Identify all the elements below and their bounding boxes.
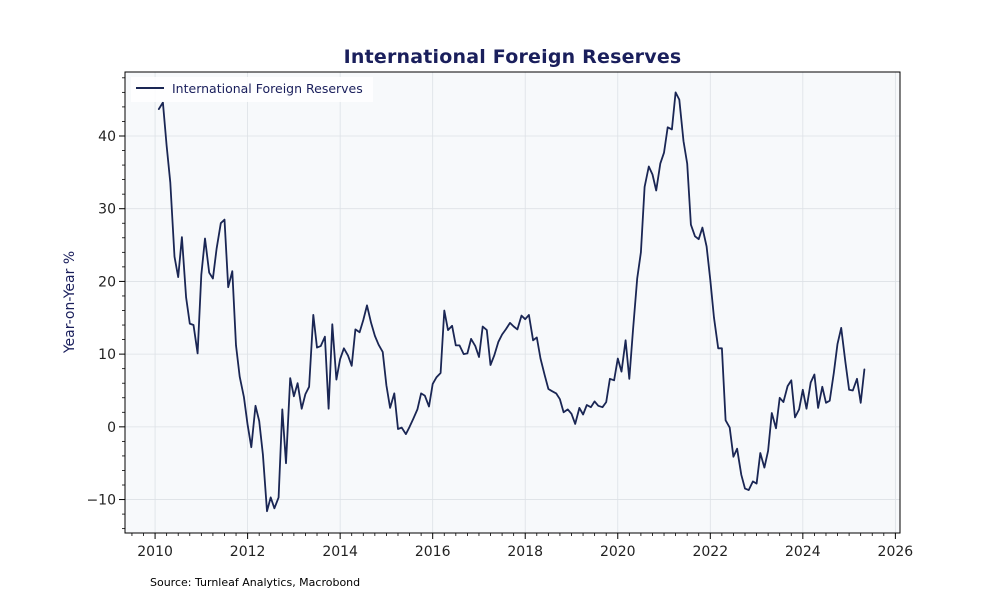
plot-frame [124, 71, 901, 534]
y-axis-label: Year-on-Year % [62, 251, 78, 354]
x-tick-label: 2020 [600, 544, 636, 560]
x-tick-label: 2026 [878, 544, 914, 560]
chart-title: International Foreign Reserves [343, 46, 682, 68]
x-tick-label: 2022 [692, 544, 728, 560]
x-tick-label: 2012 [230, 544, 266, 560]
y-tick-label: 40 [98, 129, 116, 145]
y-tick-label: 0 [107, 420, 116, 436]
x-tick-label: 2010 [137, 544, 173, 560]
x-axis: 2010 2012 2014 2016 2018 2020 2022 2024 2026 [131, 533, 914, 560]
plot-content [157, 91, 866, 513]
legend-box [131, 77, 373, 102]
y-tick-label: 20 [98, 274, 116, 290]
x-tick-label: 2018 [507, 544, 543, 560]
x-tick-label: 2024 [785, 544, 821, 560]
x-tick-label: 2014 [322, 544, 358, 560]
source-note: Source: Turnleaf Analytics, Macrobond [150, 576, 361, 589]
plot-area [125, 72, 900, 533]
y-tick-label: 30 [98, 202, 116, 218]
legend[interactable]: International Foreign Reserves [131, 77, 373, 102]
y-axis: −10 0 10 20 30 40 [86, 77, 125, 530]
series-line[interactable] [157, 91, 866, 513]
legend-label: International Foreign Reserves [172, 81, 363, 96]
y-tick-label: 10 [98, 347, 116, 363]
y-tick-label: −10 [86, 493, 116, 509]
x-tick-label: 2016 [415, 544, 451, 560]
